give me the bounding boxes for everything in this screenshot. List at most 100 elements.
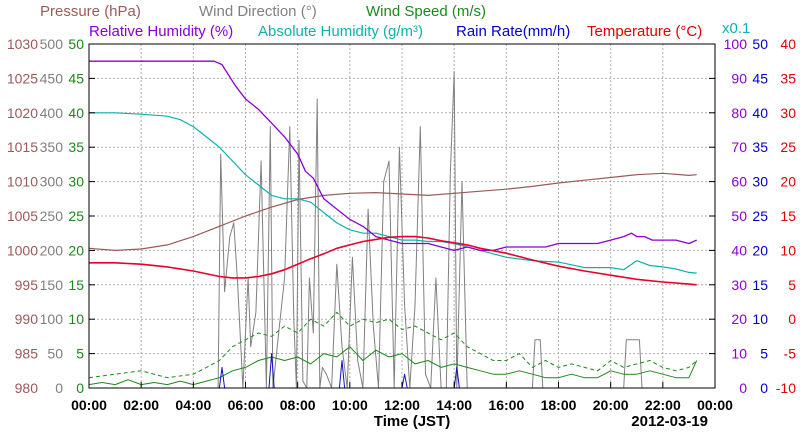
chart-series <box>88 60 698 389</box>
rain-rate-tick-label: 0 <box>760 380 768 396</box>
temperature-tick-label: 30 <box>780 105 796 121</box>
chart-axes: 1030102510201015101010051000995990985980… <box>7 36 796 413</box>
wind-direction-tick-label: 250 <box>40 208 64 224</box>
series-rain-rate <box>89 353 697 389</box>
wind-direction-tick-label: 150 <box>40 277 64 293</box>
wind-speed-tick-label: 20 <box>68 242 84 258</box>
humidity-tick-label: 90 <box>731 70 747 86</box>
legend-absolute-humidity: Absolute Humidity (g/m³) <box>258 23 423 40</box>
humidity-tick-label: 60 <box>731 174 747 190</box>
temperature-tick-label: 25 <box>780 139 796 155</box>
wind-direction-tick-label: 400 <box>40 105 64 121</box>
temperature-tick-label: -10 <box>776 380 796 396</box>
series-wind-speed <box>88 346 698 386</box>
legend-relative-humidity: Relative Humidity (%) <box>89 23 233 40</box>
wind-speed-tick-label: 0 <box>76 380 84 396</box>
series-wind-speed-max <box>88 311 698 379</box>
x-axis-label: Time (JST) <box>374 413 450 430</box>
rain-rate-tick-label: 25 <box>752 208 768 224</box>
wind-direction-tick-label: 200 <box>40 242 64 258</box>
pressure-tick-label: 990 <box>15 311 39 327</box>
rain-multiplier-label: x0.1 <box>722 20 750 37</box>
x-tick-label: 02:00 <box>123 397 159 413</box>
pressure-tick-label: 1010 <box>7 174 38 190</box>
legend-wind-direction: Wind Direction (°) <box>199 3 317 20</box>
temperature-tick-label: 5 <box>788 277 796 293</box>
pressure-tick-label: 980 <box>15 380 39 396</box>
legend-rain-rate: Rain Rate(mm/h) <box>456 23 570 40</box>
wind-direction-tick-label: 100 <box>40 311 64 327</box>
wind-speed-tick-label: 45 <box>68 70 84 86</box>
temperature-tick-label: 15 <box>780 208 796 224</box>
pressure-tick-label: 1000 <box>7 242 38 258</box>
x-tick-label: 20:00 <box>593 397 629 413</box>
rain-rate-tick-label: 30 <box>752 174 768 190</box>
date-label: 2012-03-19 <box>631 413 708 430</box>
wind-direction-tick-label: 0 <box>55 380 63 396</box>
temperature-tick-label: 0 <box>788 311 796 327</box>
x-tick-label: 04:00 <box>175 397 211 413</box>
wind-speed-tick-label: 40 <box>68 105 84 121</box>
rain-rate-tick-label: 35 <box>752 139 768 155</box>
legend-pressure: Pressure (hPa) <box>40 3 141 20</box>
x-tick-label: 12:00 <box>384 397 420 413</box>
x-tick-label: 18:00 <box>541 397 577 413</box>
rain-rate-tick-label: 50 <box>752 36 768 52</box>
humidity-tick-label: 10 <box>731 346 747 362</box>
humidity-tick-label: 0 <box>739 380 747 396</box>
wind-direction-tick-label: 300 <box>40 174 64 190</box>
humidity-tick-label: 40 <box>731 242 747 258</box>
rain-rate-tick-label: 40 <box>752 105 768 121</box>
pressure-tick-label: 1005 <box>7 208 38 224</box>
x-tick-label: 14:00 <box>436 397 472 413</box>
wind-direction-tick-label: 500 <box>40 36 64 52</box>
x-tick-label: 06:00 <box>228 397 264 413</box>
wind-direction-tick-label: 50 <box>47 346 63 362</box>
pressure-tick-label: 1025 <box>7 70 38 86</box>
rain-rate-tick-label: 45 <box>752 70 768 86</box>
x-tick-label: 00:00 <box>71 397 107 413</box>
pressure-tick-label: 1015 <box>7 139 38 155</box>
x-tick-label: 08:00 <box>280 397 316 413</box>
x-tick-label: 00:00 <box>697 397 733 413</box>
humidity-tick-label: 30 <box>731 277 747 293</box>
x-tick-label: 10:00 <box>332 397 368 413</box>
wind-speed-tick-label: 30 <box>68 174 84 190</box>
temperature-tick-label: 35 <box>780 70 796 86</box>
wind-speed-tick-label: 25 <box>68 208 84 224</box>
humidity-tick-label: 20 <box>731 311 747 327</box>
wind-speed-tick-label: 10 <box>68 311 84 327</box>
temperature-tick-label: 20 <box>780 174 796 190</box>
humidity-tick-label: 70 <box>731 139 747 155</box>
temperature-tick-label: -5 <box>784 346 797 362</box>
temperature-tick-label: 10 <box>780 242 796 258</box>
pressure-tick-label: 1030 <box>7 36 38 52</box>
series-relative-humidity <box>89 60 697 252</box>
wind-speed-tick-label: 15 <box>68 277 84 293</box>
pressure-tick-label: 985 <box>15 346 39 362</box>
series-wind-direction <box>217 71 643 389</box>
humidity-tick-label: 50 <box>731 208 747 224</box>
series-pressure <box>88 172 697 251</box>
rain-rate-tick-label: 20 <box>752 242 768 258</box>
legend-temperature: Temperature (°C) <box>587 23 702 40</box>
humidity-tick-label: 80 <box>731 105 747 121</box>
pressure-tick-label: 1020 <box>7 105 38 121</box>
rain-rate-tick-label: 5 <box>760 346 768 362</box>
wind-speed-tick-label: 35 <box>68 139 84 155</box>
rain-rate-tick-label: 15 <box>752 277 768 293</box>
humidity-tick-label: 100 <box>724 36 748 52</box>
wind-direction-tick-label: 450 <box>40 70 64 86</box>
legend-wind-speed: Wind Speed (m/s) <box>366 3 486 20</box>
pressure-tick-label: 995 <box>15 277 39 293</box>
chart-legend: Pressure (hPa) Wind Direction (°) Wind Spe… <box>40 3 750 40</box>
series-absolute-humidity <box>89 112 697 274</box>
series-temperature <box>89 235 697 286</box>
x-tick-label: 16:00 <box>488 397 524 413</box>
wind-speed-tick-label: 5 <box>76 346 84 362</box>
rain-rate-tick-label: 10 <box>752 311 768 327</box>
x-tick-label: 22:00 <box>645 397 681 413</box>
wind-speed-tick-label: 50 <box>68 36 84 52</box>
wind-direction-tick-label: 350 <box>40 139 64 155</box>
